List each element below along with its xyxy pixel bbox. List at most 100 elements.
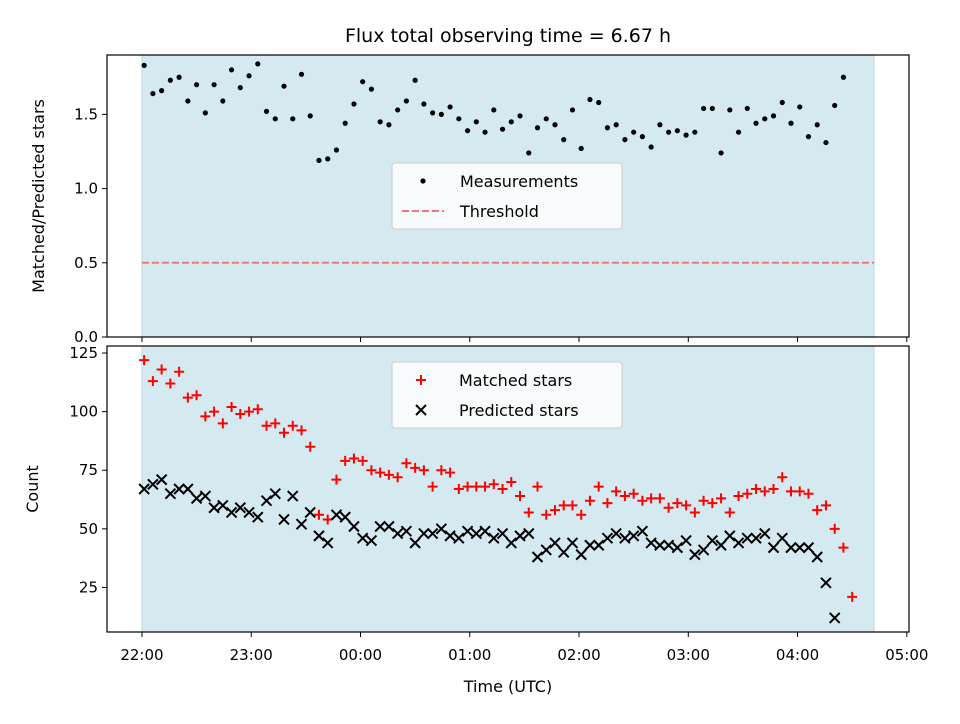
predicted-star-point: [190, 492, 203, 505]
predicted-star-point: [400, 525, 413, 537]
predicted-star-point: [680, 534, 692, 547]
matched-star-point: [698, 495, 709, 506]
predicted-star-point: [662, 539, 675, 551]
measurement-point: [700, 105, 707, 112]
matched-star-point: [340, 455, 351, 466]
predicted-star-point: [732, 537, 745, 549]
measurement-point: [526, 150, 532, 156]
predicted-star-point: [295, 518, 308, 530]
measurement-point: [569, 107, 576, 113]
predicted-star-point: [164, 487, 177, 500]
matched-star-point: [619, 491, 630, 502]
predicted-star-point: [287, 490, 299, 502]
measurement-point: [220, 98, 226, 104]
matched-star-point: [646, 493, 657, 504]
measurement-point: [770, 113, 777, 119]
predicted-star-point: [645, 537, 657, 549]
measurement-point: [307, 113, 313, 119]
matched-star-point: [296, 425, 307, 436]
measurement-point: [578, 145, 584, 152]
predicted-star-point: [356, 532, 369, 544]
measurement-point: [482, 129, 488, 135]
predicted-star-point: [505, 537, 517, 549]
y-tick-label: 75: [79, 461, 98, 479]
predicted-star-point: [147, 478, 159, 491]
matched-star-point: [305, 441, 316, 452]
matched-star-point: [313, 509, 324, 520]
measurement-point: [351, 101, 357, 107]
predicted-star-point: [444, 530, 456, 542]
measurement-point: [648, 144, 654, 150]
measurement-point: [823, 139, 829, 146]
matched-star-point: [820, 500, 831, 511]
measurement-point: [237, 85, 243, 91]
predicted-star-point: [750, 532, 762, 544]
measurement-point: [368, 86, 375, 92]
top-panel: 0.0 0.5 1.0 1.5 Matched/Predicted stars Measu…: [29, 54, 910, 346]
measurement-point: [805, 134, 812, 140]
legend-label: Matched stars: [459, 371, 572, 390]
measurement-point: [832, 102, 838, 109]
measurement-point: [718, 150, 724, 156]
matched-star-point: [689, 507, 700, 518]
predicted-star-point: [225, 506, 238, 519]
measurement-point: [325, 156, 331, 162]
measurement-point: [727, 107, 733, 113]
measurement-point: [744, 105, 750, 112]
measurement-point: [674, 128, 680, 134]
matched-star-point: [462, 481, 473, 492]
predicted-star-point: [391, 527, 404, 540]
matched-star-point: [497, 484, 508, 494]
matched-star-point: [418, 465, 429, 476]
predicted-star-point: [636, 525, 649, 537]
measurement-point: [840, 74, 847, 80]
predicted-star-point: [794, 541, 806, 554]
measurement-point: [692, 129, 698, 135]
measurement-point: [395, 107, 401, 113]
predicted-star-point: [575, 548, 587, 561]
legend-predicted-marker: [415, 404, 427, 416]
measurement-point: [176, 74, 182, 80]
predicted-star-point: [260, 495, 273, 507]
matched-star-point: [375, 467, 386, 478]
measurement-point: [543, 116, 549, 122]
matched-star-point: [139, 355, 150, 366]
axes-frame: [106, 345, 910, 633]
matched-star-point: [663, 502, 674, 513]
predicted-star-point: [365, 534, 378, 547]
matched-star-point: [357, 455, 368, 466]
predicted-star-point: [767, 541, 780, 554]
predicted-star-point: [313, 530, 325, 542]
y-tick-label: 25: [79, 578, 98, 596]
matched-star-point: [348, 453, 359, 464]
measurement-point: [456, 116, 462, 122]
measurement-point: [360, 79, 366, 85]
y-tick-label: 0.5: [74, 254, 98, 272]
legend-label: Threshold: [459, 202, 539, 221]
predicted-star-point: [715, 539, 727, 551]
matched-star-point: [331, 474, 342, 485]
measurement-point: [508, 119, 514, 125]
measurement-point: [613, 122, 619, 128]
predicted-star-point: [470, 527, 483, 540]
predicted-star-point: [802, 541, 815, 554]
matched-star-point: [724, 507, 735, 518]
measurement-point: [753, 120, 759, 126]
matched-star-point: [654, 493, 665, 504]
predicted-star-point: [182, 483, 194, 495]
matched-star-point: [847, 591, 858, 602]
x-tick-label: 01:00: [448, 646, 491, 664]
predicted-star-point: [243, 506, 255, 519]
predicted-star-point: [138, 483, 150, 495]
measurement-point: [298, 71, 305, 77]
measurement-point: [622, 137, 628, 143]
measurement-point: [517, 113, 523, 119]
measurement-point: [333, 147, 340, 153]
matched-star-point: [235, 408, 246, 419]
predicted-star-point: [278, 513, 290, 526]
y-tick-label: 50: [79, 520, 98, 538]
x-tick-label: 03:00: [667, 646, 710, 664]
predicted-star-point: [610, 527, 622, 540]
measurement-point: [631, 129, 637, 135]
